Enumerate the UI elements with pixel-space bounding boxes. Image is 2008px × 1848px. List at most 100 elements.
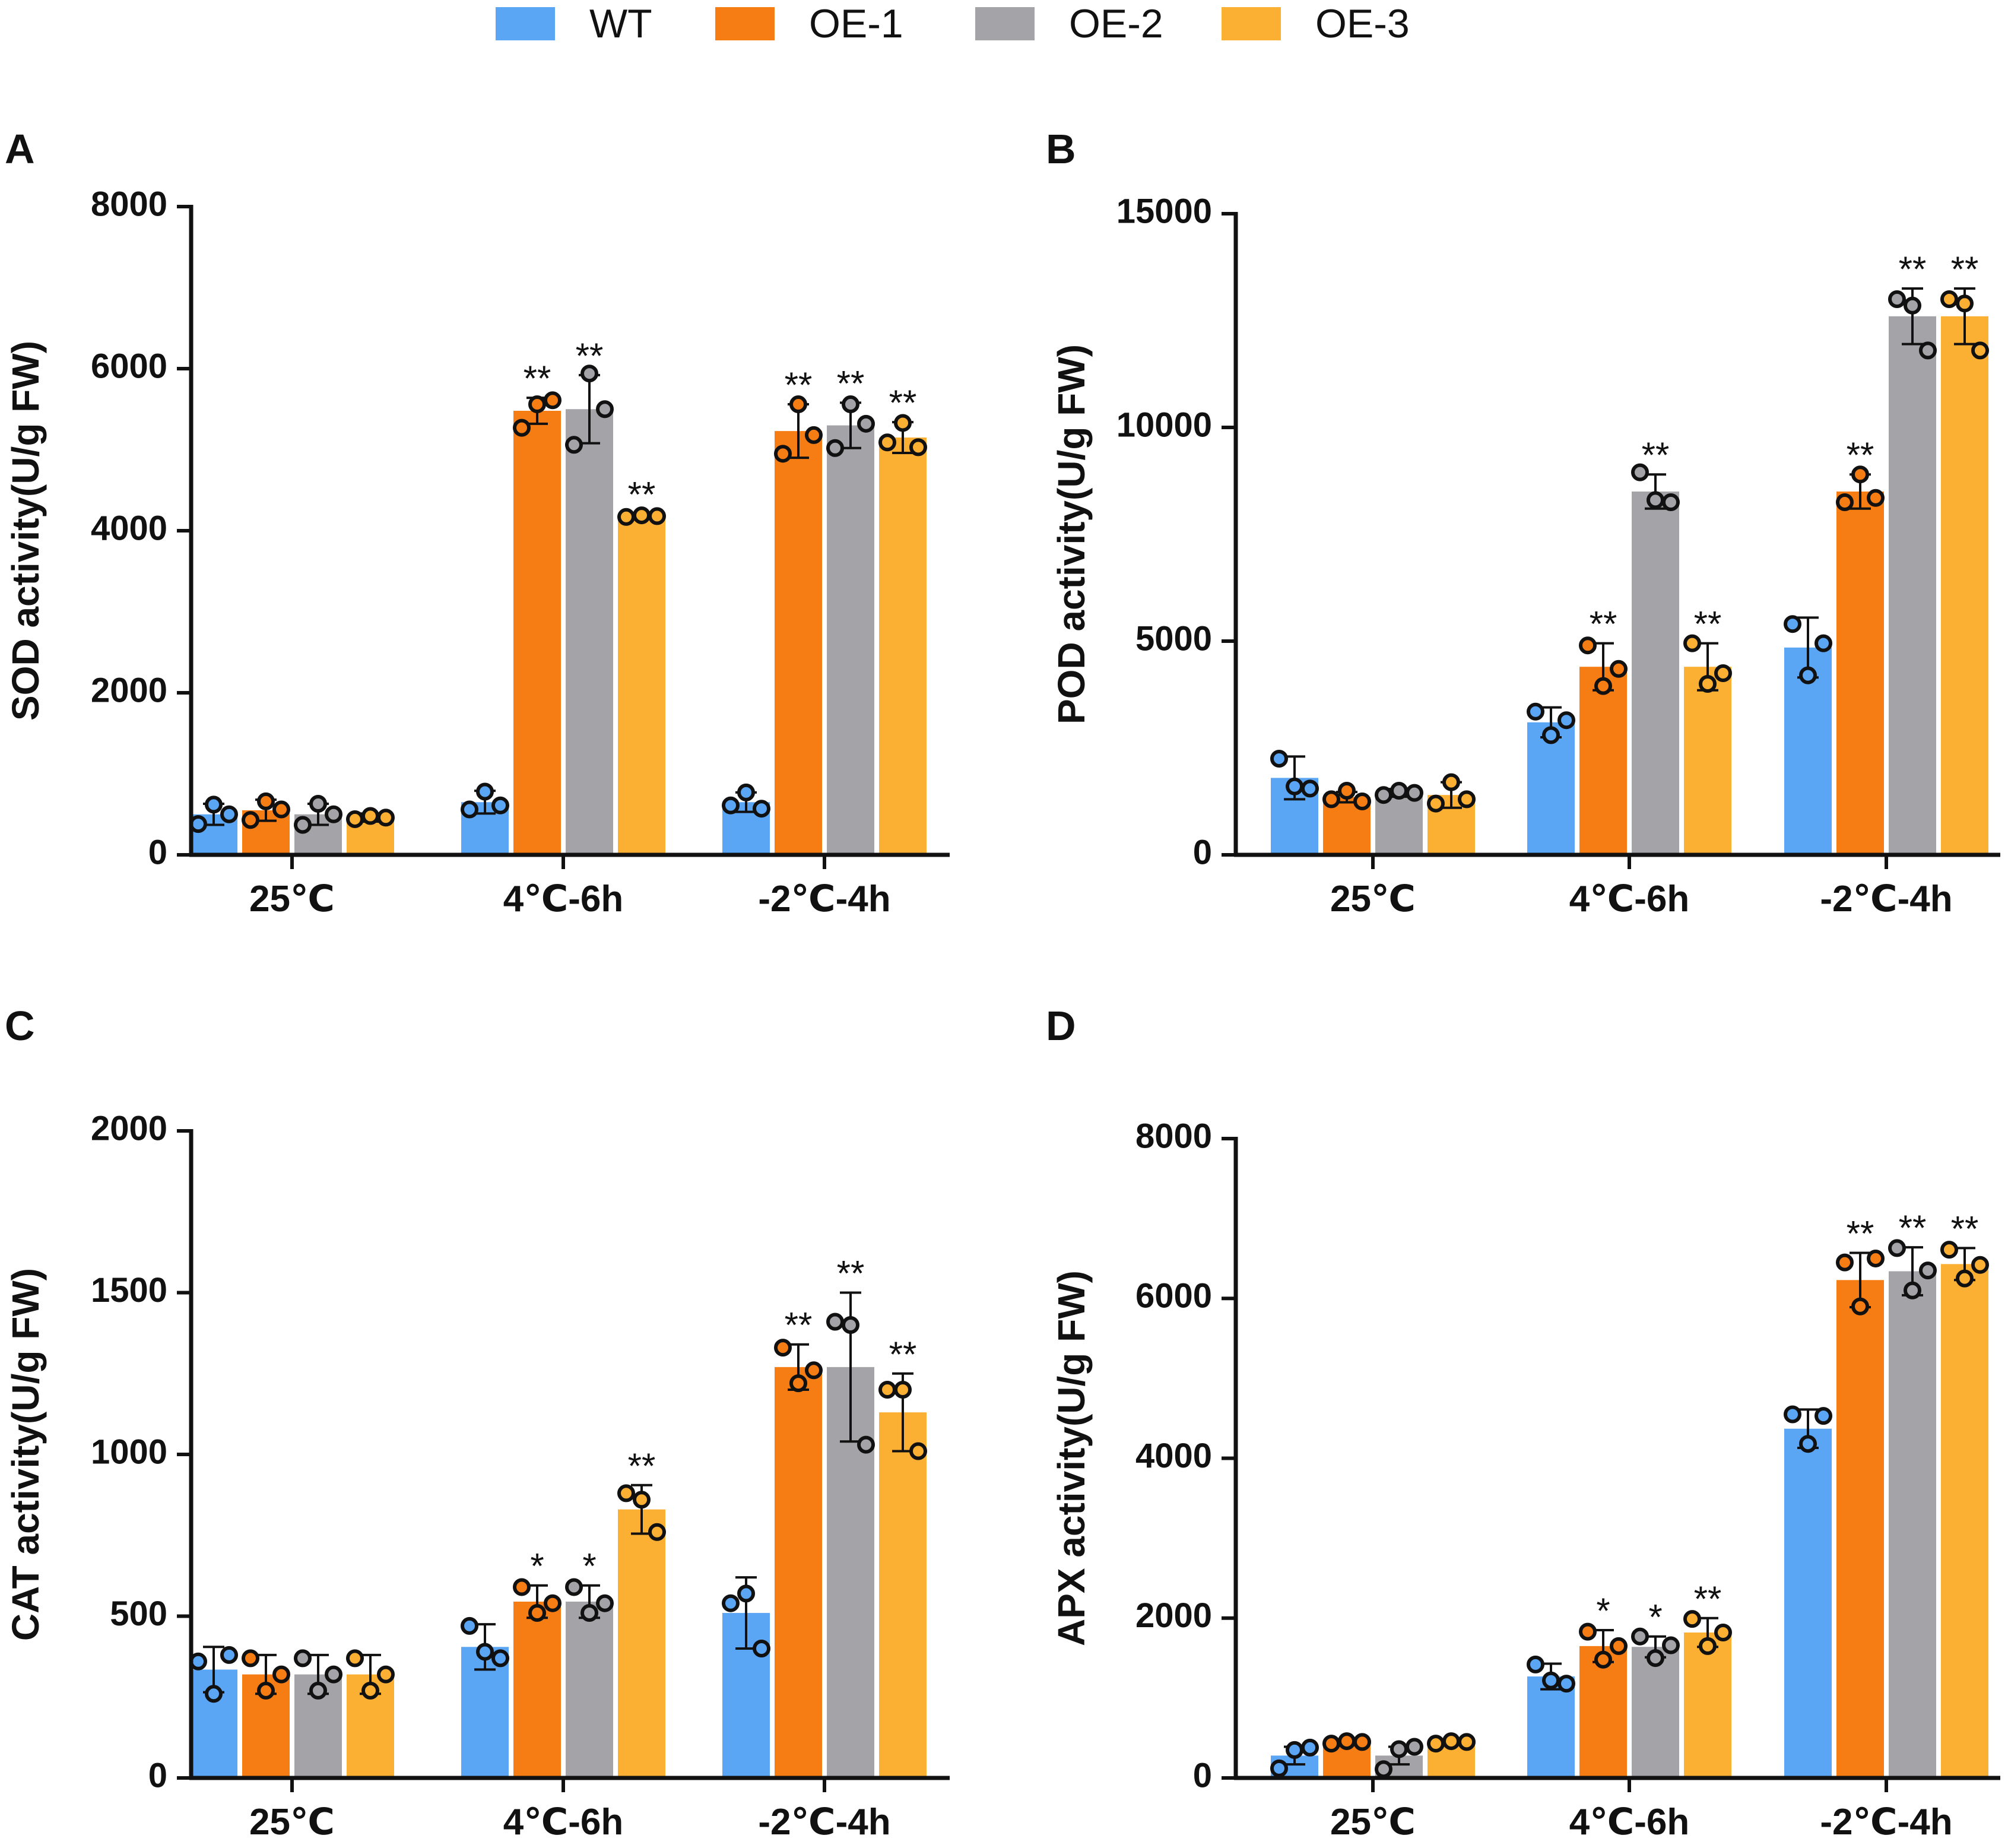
data-point	[1594, 677, 1612, 695]
data-point	[377, 809, 395, 827]
data-point	[1579, 1622, 1597, 1641]
significance-mark: **	[837, 363, 865, 403]
legend-item-oe-2: OE-2	[975, 1, 1163, 46]
data-point	[1904, 296, 1921, 315]
y-tick-label: 1500	[91, 1271, 167, 1310]
bar-oe-1	[1579, 667, 1627, 855]
significance-mark: *	[582, 1546, 596, 1586]
data-point	[1427, 1735, 1445, 1753]
bar-oe-2	[1632, 1647, 1679, 1778]
panel-letter: D	[1046, 1003, 1076, 1049]
data-point	[1784, 1405, 1801, 1424]
data-point	[1353, 1733, 1371, 1751]
data-point	[722, 1594, 740, 1612]
bar-oe-3	[1684, 667, 1731, 855]
data-point	[596, 1594, 614, 1612]
data-point	[1940, 290, 1958, 308]
x-tick-label: -2℃-4h	[758, 879, 890, 920]
significance-mark: **	[785, 365, 813, 405]
legend-label: OE-3	[1315, 1, 1410, 46]
legend-label: OE-2	[1069, 1, 1163, 46]
bar-oe-1	[775, 1367, 822, 1778]
data-point	[1662, 1636, 1680, 1654]
data-point	[1322, 790, 1340, 809]
data-point	[346, 1649, 364, 1668]
data-point	[544, 391, 562, 410]
data-point	[1836, 493, 1854, 511]
data-point	[1699, 675, 1717, 693]
data-point	[894, 1381, 912, 1399]
data-point	[309, 1681, 327, 1700]
y-tick-label: 6000	[1135, 1277, 1212, 1316]
data-point	[1919, 1261, 1937, 1280]
data-point	[205, 795, 223, 814]
data-point	[1647, 491, 1664, 509]
data-point	[1301, 1738, 1319, 1757]
x-tick-label: 4℃-6h	[503, 1802, 624, 1843]
data-point	[1867, 1249, 1885, 1267]
data-point	[189, 815, 207, 833]
significance-mark: **	[628, 474, 656, 514]
data-point	[1301, 779, 1319, 798]
data-point	[1442, 773, 1460, 791]
significance-mark: **	[1642, 435, 1670, 475]
data-point	[1338, 782, 1356, 800]
data-point	[1610, 660, 1628, 678]
data-point	[1851, 465, 1869, 484]
y-tick-label: 4000	[1135, 1437, 1212, 1475]
data-point	[325, 805, 342, 823]
data-point	[513, 419, 531, 437]
data-point	[737, 1584, 755, 1603]
x-tick-label: 25℃	[249, 1802, 335, 1843]
y-tick-label: 4000	[91, 509, 167, 547]
y-tick-label: 5000	[1135, 619, 1212, 658]
data-point	[1919, 341, 1937, 360]
data-point	[294, 816, 312, 834]
legend: WT OE-1 OE-2 OE-3	[0, 0, 2008, 47]
y-axis-label: CAT activity(U/g FW)	[4, 1268, 47, 1641]
legend-label: WT	[589, 1, 652, 46]
data-point	[189, 1652, 207, 1671]
legend-swatch	[496, 7, 555, 40]
data-point	[1557, 711, 1575, 730]
significance-mark: **	[576, 336, 604, 376]
data-point	[789, 395, 807, 414]
data-point	[1390, 1740, 1408, 1758]
data-point	[1971, 1256, 1989, 1274]
data-point	[361, 807, 379, 825]
data-point	[1714, 664, 1732, 682]
data-point	[1353, 793, 1371, 810]
data-point	[1375, 786, 1392, 804]
bar-oe-3	[618, 516, 665, 855]
bar-oe-2	[566, 1601, 613, 1778]
data-point	[805, 1361, 823, 1380]
significance-mark: **	[1694, 1579, 1722, 1619]
data-point	[544, 1594, 562, 1612]
data-point	[476, 782, 494, 801]
data-point	[1631, 463, 1649, 481]
data-point	[1406, 784, 1423, 802]
data-point	[528, 1604, 546, 1622]
data-point	[1542, 1671, 1560, 1689]
legend-item-oe-3: OE-3	[1222, 1, 1410, 46]
bar-oe-1	[1836, 492, 1884, 855]
x-tick-label: 25℃	[1330, 1802, 1416, 1843]
significance-mark: **	[889, 383, 917, 423]
data-point	[1784, 615, 1801, 633]
bar-oe-3	[1684, 1632, 1731, 1778]
x-tick-label: -2℃-4h	[1820, 1802, 1952, 1843]
data-point	[1579, 636, 1597, 655]
data-point	[1799, 1435, 1817, 1453]
data-point	[617, 1484, 635, 1503]
data-point	[894, 414, 912, 432]
data-point	[842, 395, 859, 414]
data-point	[1647, 1649, 1664, 1668]
data-point	[461, 1616, 478, 1635]
data-point	[842, 1316, 859, 1334]
data-point	[789, 1374, 807, 1393]
significance-mark: **	[524, 359, 551, 398]
y-tick-label: 10000	[1116, 405, 1212, 444]
data-point	[1888, 290, 1906, 308]
bar-wt	[1784, 1428, 1832, 1778]
